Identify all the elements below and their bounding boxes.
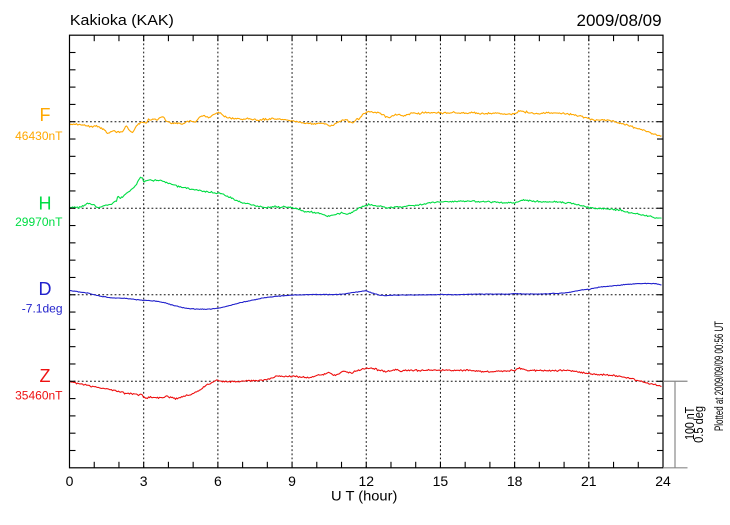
svg-text:0.5 deg: 0.5 deg (691, 406, 706, 443)
svg-text:U T (hour): U T (hour) (331, 487, 397, 503)
svg-text:12: 12 (358, 473, 374, 489)
svg-text:6: 6 (214, 473, 222, 489)
svg-text:Kakioka (KAK): Kakioka (KAK) (70, 12, 174, 29)
svg-text:100 nT: 100 nT (682, 407, 697, 440)
svg-text:24: 24 (655, 473, 671, 489)
svg-text:18: 18 (507, 473, 523, 489)
svg-text:3: 3 (140, 473, 148, 489)
svg-text:2009/08/09: 2009/08/09 (577, 11, 662, 30)
svg-text:D: D (39, 279, 52, 299)
svg-text:21: 21 (581, 473, 597, 489)
svg-text:H: H (39, 193, 52, 213)
svg-text:35460nT: 35460nT (15, 388, 63, 402)
svg-text:9: 9 (288, 473, 296, 489)
svg-text:15: 15 (433, 473, 449, 489)
svg-text:Plotted at 2009/09/09 00:56 UT: Plotted at 2009/09/09 00:56 UT (714, 321, 726, 431)
svg-text:0: 0 (66, 473, 74, 489)
svg-text:Z: Z (40, 366, 51, 386)
svg-text:46430nT: 46430nT (15, 129, 63, 143)
svg-text:29970nT: 29970nT (15, 215, 63, 229)
svg-text:F: F (40, 105, 51, 125)
svg-text:-7.1deg: -7.1deg (22, 301, 63, 315)
